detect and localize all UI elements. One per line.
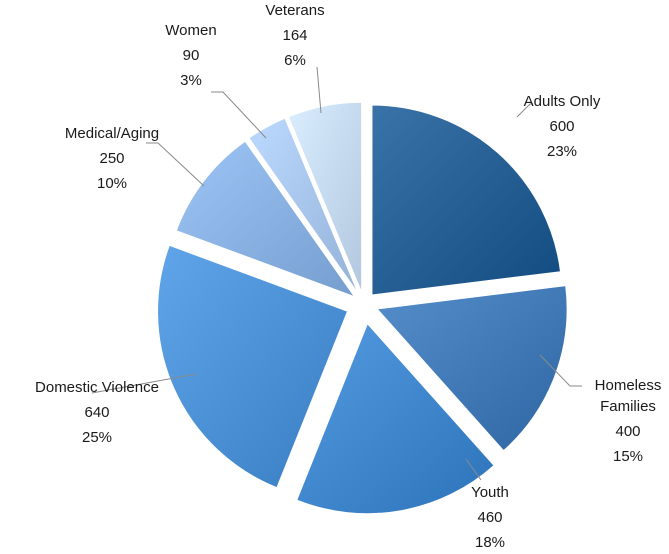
slice-label: Women 90 3% bbox=[165, 22, 216, 89]
slice-label: Homeless Families 400 15% bbox=[595, 377, 662, 465]
pie-labels: Adults Only 600 23% Homeless Families 400 15% Y… bbox=[35, 2, 661, 551]
pie-slice-homeless-families bbox=[376, 285, 568, 452]
leader-line bbox=[516, 103, 533, 118]
pie-slice-adults-only bbox=[371, 104, 562, 296]
slice-label: Domestic Violence 640 25% bbox=[35, 379, 159, 446]
leader-line bbox=[91, 373, 197, 394]
slice-label: Youth 460 18% bbox=[471, 484, 509, 551]
pie-slice-youth bbox=[296, 322, 495, 515]
leader-line bbox=[211, 91, 267, 139]
leader-line bbox=[465, 458, 482, 481]
pie-slices bbox=[157, 101, 568, 515]
slice-label: Adults Only 600 23% bbox=[524, 93, 601, 160]
pie-slice-women bbox=[248, 117, 359, 294]
pie-slice-veterans bbox=[287, 101, 363, 293]
pie-slice-medicalaging bbox=[175, 140, 356, 298]
pie-slice-domestic-violence bbox=[157, 244, 349, 489]
leader-line bbox=[316, 66, 322, 114]
leader-line bbox=[146, 142, 205, 187]
leader-line bbox=[539, 354, 582, 387]
slice-label: Veterans 164 6% bbox=[265, 2, 324, 69]
slice-label: Medical/Aging 250 10% bbox=[65, 125, 159, 192]
